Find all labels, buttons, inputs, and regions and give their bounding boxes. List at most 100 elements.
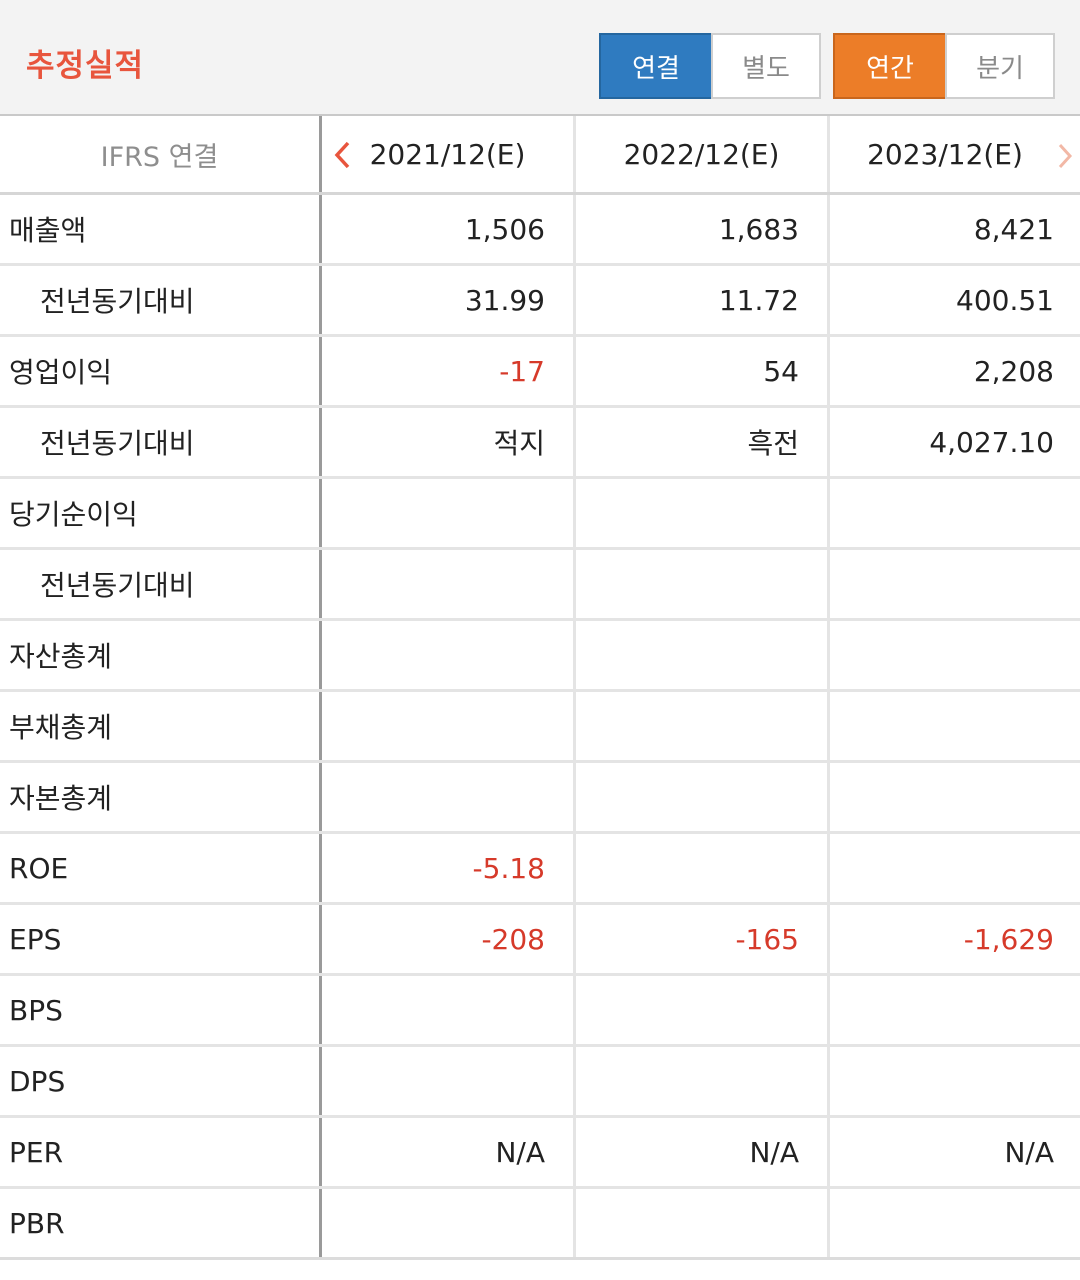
value-cell: N/A — [830, 1118, 1080, 1186]
cell-value: N/A — [749, 1135, 799, 1169]
row-label: ROE — [9, 851, 69, 885]
header: 추정실적 연결 별도 연간 분기 — [0, 0, 1080, 116]
column-header: 2022/12(E) — [576, 116, 830, 192]
value-cell: 흑전 — [576, 408, 830, 476]
value-cell: 54 — [576, 337, 830, 405]
row-label: 당기순이익 — [9, 498, 138, 531]
row-label-cell: 전년동기대비 — [0, 408, 322, 476]
value-cell: 적지 — [322, 408, 576, 476]
cell-value: -165 — [735, 922, 799, 956]
cell-value: -1,629 — [963, 922, 1054, 956]
row-label: 자본총계 — [9, 782, 113, 815]
table-row: 전년동기대비 31.99 11.72 400.51 — [0, 266, 1080, 337]
value-cell — [322, 621, 576, 689]
row-label: DPS — [9, 1064, 66, 1098]
cell-value: 400.51 — [956, 283, 1054, 317]
value-cell — [322, 479, 576, 547]
value-cell: N/A — [576, 1118, 830, 1186]
column-header: 2021/12(E) — [322, 116, 576, 192]
row-label: 자산총계 — [9, 640, 113, 673]
cell-value: 적지 — [493, 427, 545, 460]
table-row: 영업이익 -17 54 2,208 — [0, 337, 1080, 408]
table-row: 전년동기대비 적지 흑전 4,027.10 — [0, 408, 1080, 479]
value-cell — [830, 1047, 1080, 1115]
cell-value: 1,683 — [718, 212, 799, 246]
row-label-cell: 영업이익 — [0, 337, 322, 405]
value-cell: -165 — [576, 905, 830, 973]
value-cell — [576, 692, 830, 760]
period-annual-button[interactable]: 연간 — [833, 33, 945, 99]
row-label-cell: PER — [0, 1118, 322, 1186]
row-label: PER — [9, 1135, 64, 1169]
value-cell: -208 — [322, 905, 576, 973]
value-cell — [576, 479, 830, 547]
column-header-label: 2021/12(E) — [369, 137, 526, 171]
cell-value: -5.18 — [472, 851, 545, 885]
column-header-label: 2023/12(E) — [867, 137, 1023, 171]
cell-value: 31.99 — [464, 283, 545, 317]
value-cell: 31.99 — [322, 266, 576, 334]
value-cell: 8,421 — [830, 195, 1080, 263]
cell-value: 2,208 — [973, 354, 1054, 388]
row-label-cell: 매출액 — [0, 195, 322, 263]
row-label-cell: 부채총계 — [0, 692, 322, 760]
value-cell — [830, 1189, 1080, 1257]
table-row: 부채총계 — [0, 692, 1080, 763]
row-label: 영업이익 — [9, 356, 113, 389]
chevron-left-icon[interactable] — [332, 140, 352, 177]
period-quarter-button[interactable]: 분기 — [945, 33, 1055, 99]
scope-consolidated-button[interactable]: 연결 — [599, 33, 711, 99]
value-cell — [576, 1189, 830, 1257]
value-cell — [322, 976, 576, 1044]
value-cell: 4,027.10 — [830, 408, 1080, 476]
value-cell — [830, 621, 1080, 689]
row-label-cell: 전년동기대비 — [0, 266, 322, 334]
value-cell — [830, 834, 1080, 902]
value-cell: -17 — [322, 337, 576, 405]
row-label-cell: ROE — [0, 834, 322, 902]
chevron-right-icon[interactable] — [1056, 142, 1074, 177]
row-label: 부채총계 — [9, 711, 113, 744]
table-row: BPS — [0, 976, 1080, 1047]
corner-label: IFRS 연결 — [0, 116, 322, 192]
row-label-cell: 당기순이익 — [0, 479, 322, 547]
value-cell: -1,629 — [830, 905, 1080, 973]
page-title: 추정실적 — [26, 48, 145, 84]
value-cell — [322, 763, 576, 831]
row-label-cell: DPS — [0, 1047, 322, 1115]
value-cell: N/A — [322, 1118, 576, 1186]
cell-value: N/A — [1004, 1135, 1054, 1169]
value-cell — [576, 1047, 830, 1115]
table-row: 자산총계 — [0, 621, 1080, 692]
table-row: ROE -5.18 — [0, 834, 1080, 905]
row-label-cell: BPS — [0, 976, 322, 1044]
table-row: PBR — [0, 1189, 1080, 1260]
cell-value: 1,506 — [464, 212, 545, 246]
value-cell — [830, 976, 1080, 1044]
value-cell — [576, 834, 830, 902]
value-cell — [830, 550, 1080, 618]
scope-separate-button[interactable]: 별도 — [711, 33, 821, 99]
table-row: 자본총계 — [0, 763, 1080, 834]
table-row: 당기순이익 — [0, 479, 1080, 550]
value-cell — [322, 692, 576, 760]
row-label-cell: 자본총계 — [0, 763, 322, 831]
value-cell — [576, 976, 830, 1044]
table-row: 매출액 1,506 1,683 8,421 — [0, 195, 1080, 266]
column-header: 2023/12(E) — [830, 116, 1080, 192]
value-cell — [576, 763, 830, 831]
row-label: BPS — [9, 993, 63, 1027]
value-cell: 11.72 — [576, 266, 830, 334]
row-label: 전년동기대비 — [40, 285, 195, 318]
row-label: 전년동기대비 — [40, 427, 195, 460]
row-label-cell: PBR — [0, 1189, 322, 1257]
row-label: 매출액 — [9, 214, 87, 247]
row-label: EPS — [9, 922, 62, 956]
cell-value: 11.72 — [718, 283, 799, 317]
table-row: EPS -208 -165 -1,629 — [0, 905, 1080, 976]
table-row: 전년동기대비 — [0, 550, 1080, 621]
value-cell — [576, 550, 830, 618]
value-cell — [576, 621, 830, 689]
cell-value: 54 — [763, 354, 799, 388]
table-row: PER N/A N/A N/A — [0, 1118, 1080, 1189]
